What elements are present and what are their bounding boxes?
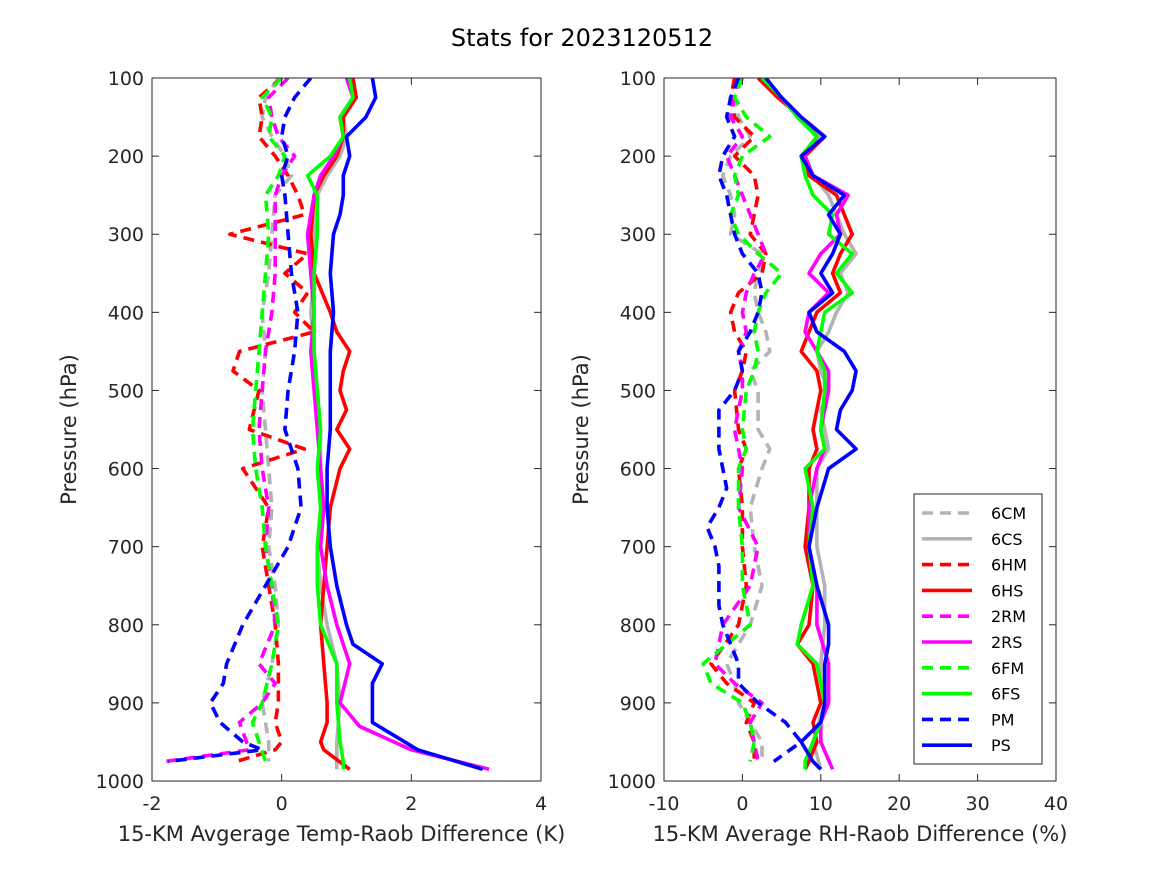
legend-label-6cs: 6CS [991,530,1023,549]
y-axis-title: Pressure (hPa) [569,354,593,505]
series-lines [701,78,858,771]
y-tick-label: 500 [620,380,656,402]
y-tick-label: 400 [620,302,656,324]
y-tick-label: 900 [108,693,144,715]
series-line-2rs [305,78,490,772]
series-line-pm [167,78,313,764]
temp-difference-panel: -2 0 2 4 100 200 300 400 500 600 700 800 900 1000 15-K… [57,68,565,846]
y-tick-label: 800 [620,615,656,637]
x-tick-label: 40 [1044,793,1068,815]
x-tick-label: 10 [809,793,833,815]
y-tick-label: 300 [620,224,656,246]
axes-box [663,77,1057,782]
y-tick-label: 200 [620,146,656,168]
x-tick-label: -10 [648,793,679,815]
y-axis-title: Pressure (hPa) [57,354,81,505]
legend-label-6fs: 6FS [991,685,1020,704]
x-tick-label: -2 [143,793,162,815]
figure-title: Stats for 2023120512 [451,24,713,52]
y-tick-label: 700 [620,537,656,559]
x-tick-label: 0 [736,793,748,815]
series-lines [164,78,490,772]
series-line-2rs [760,78,851,771]
x-axis-title: 15-KM Avgerage Temp-Raob Difference (K) [118,822,566,846]
legend: 6CM 6CS 6HM 6HS 2RM 2RS 6FM 6FS PM PS [913,493,1043,765]
y-tick-label: 100 [620,68,656,90]
x-tick-label: 2 [405,793,417,815]
y-tick-label: 200 [108,146,144,168]
series-line-6hm [709,78,768,762]
series-line-2rm [713,78,768,762]
y-tick-label: 600 [620,459,656,481]
series-line-pm [705,78,804,763]
axes-box [151,77,542,782]
x-axis-title: 15-KM Average RH-Raob Difference (%) [653,822,1068,846]
series-line-6fm [701,78,784,762]
y-tick-label: 1000 [96,771,144,793]
y-tick-label: 400 [108,302,144,324]
legend-label-6cm: 6CM [991,504,1026,523]
y-tick-label: 600 [108,459,144,481]
rh-difference-panel: -10 0 10 20 30 40 100 200 300 400 500 600 700 800 900 1… [569,68,1068,846]
series-line-6fs [305,78,355,770]
x-tick-label: 30 [966,793,990,815]
series-line-6cm [720,78,772,762]
legend-box [913,493,1043,765]
series-line-2rm [164,78,297,764]
series-line-ps [325,78,484,772]
legend-label-2rm: 2RM [991,607,1026,626]
y-tick-label: 900 [620,693,656,715]
y-tick-label: 100 [108,68,144,90]
y-tick-label: 800 [108,615,144,637]
legend-label-ps: PS [991,736,1011,755]
legend-label-pm: PM [991,710,1014,729]
series-line-6fs [760,78,855,770]
series-line-6hs [308,78,359,771]
legend-label-6hm: 6HM [991,556,1027,575]
legend-label-6hs: 6HS [991,581,1023,600]
y-tick-label: 700 [108,537,144,559]
series-line-6hs [756,78,855,771]
y-tick-label: 300 [108,224,144,246]
y-tick-label: 1000 [608,771,656,793]
series-line-ps [764,78,858,771]
x-tick-label: 4 [535,793,547,815]
series-line-6fm [250,78,287,763]
x-tick-label: 20 [887,793,911,815]
legend-label-6fm: 6FM [991,659,1024,678]
x-tick-label: 0 [276,793,288,815]
legend-label-2rs: 2RS [991,633,1022,652]
y-tick-label: 500 [108,380,144,402]
